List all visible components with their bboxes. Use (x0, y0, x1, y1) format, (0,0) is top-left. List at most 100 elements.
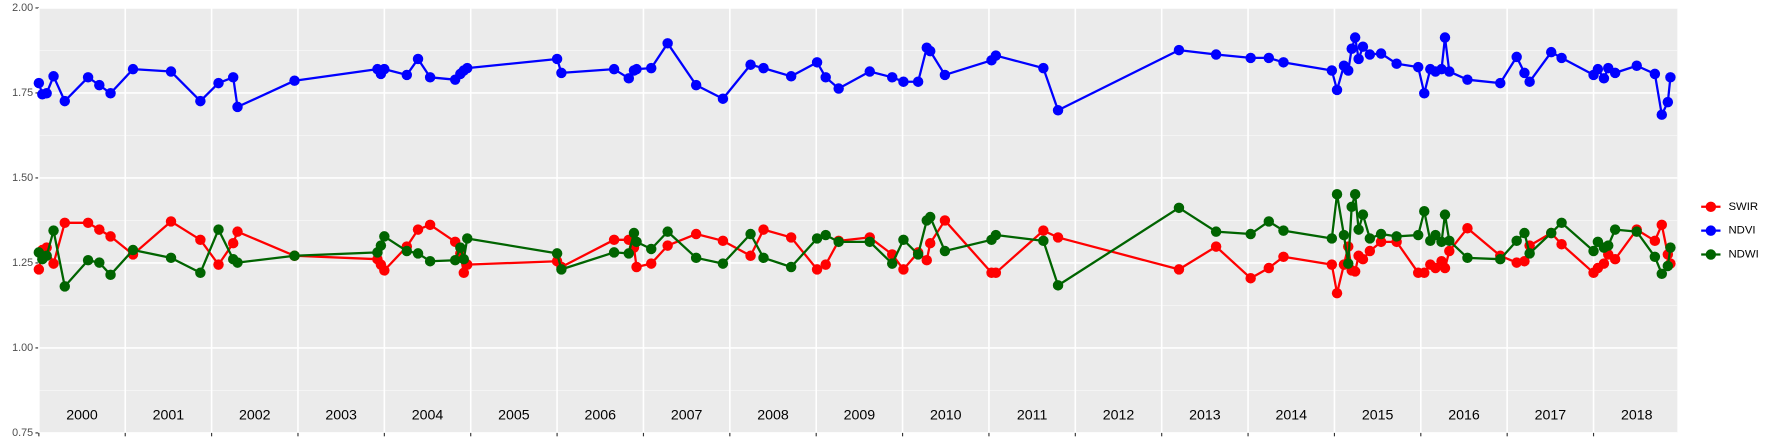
data-point (864, 66, 875, 77)
data-point (1545, 227, 1557, 239)
data-point (379, 265, 390, 276)
data-point (608, 247, 620, 258)
year-label: 2006 (584, 408, 616, 424)
data-point (1524, 248, 1535, 259)
data-point (1263, 52, 1275, 64)
data-point (623, 73, 635, 84)
data-point (1609, 224, 1621, 235)
data-point (462, 62, 473, 74)
legend-label: NDWI (1728, 249, 1758, 261)
y-tick-label: 2.00 (12, 2, 33, 14)
year-label: 2018 (1621, 408, 1653, 424)
data-point (1326, 65, 1338, 76)
data-point (1326, 259, 1338, 270)
data-point (758, 252, 769, 264)
data-point (1588, 245, 1599, 257)
data-point (1511, 51, 1522, 63)
data-point (990, 229, 1002, 241)
year-label: 2001 (153, 408, 185, 424)
legend-key-point (1705, 201, 1717, 213)
data-point (864, 236, 875, 248)
data-point (1495, 253, 1506, 265)
data-point (1245, 272, 1256, 284)
data-point (939, 245, 951, 257)
data-point (1038, 225, 1049, 236)
year-label: 2007 (671, 408, 703, 424)
data-point (1462, 223, 1473, 234)
data-point (165, 252, 177, 264)
data-point (195, 234, 206, 246)
data-point (717, 258, 729, 269)
data-point (785, 232, 797, 243)
data-point (1263, 216, 1275, 227)
data-point (1412, 229, 1424, 241)
data-point (1364, 233, 1376, 244)
data-point (1349, 189, 1361, 200)
data-point (1662, 96, 1674, 108)
data-point (833, 236, 844, 248)
data-point (662, 226, 673, 237)
data-point (820, 259, 831, 270)
data-point (1662, 260, 1674, 272)
data-point (1444, 245, 1455, 257)
data-point (1278, 57, 1289, 68)
data-point (608, 63, 620, 75)
data-point (990, 267, 1002, 279)
data-point (1545, 46, 1557, 58)
data-point (105, 88, 116, 99)
data-point (33, 77, 45, 89)
data-point (379, 231, 390, 242)
data-point (1349, 266, 1361, 277)
data-point (1598, 73, 1610, 84)
data-point (717, 235, 729, 247)
data-point (1412, 61, 1424, 73)
data-point (898, 264, 909, 275)
data-point (1210, 241, 1222, 252)
data-point (646, 258, 657, 269)
data-point (820, 72, 831, 83)
y-tick-label: 1.00 (12, 342, 33, 354)
data-point (690, 252, 702, 264)
data-point (990, 50, 1002, 61)
year-label: 2012 (1103, 408, 1135, 424)
data-point (1609, 67, 1621, 79)
data-point (1052, 105, 1064, 116)
data-point (646, 62, 657, 74)
data-point (1375, 48, 1387, 59)
data-point (785, 261, 797, 273)
data-point (1656, 109, 1668, 120)
data-point (1173, 202, 1185, 214)
data-point (1462, 74, 1473, 85)
data-point (227, 237, 239, 249)
data-point (1592, 63, 1604, 75)
data-point (1519, 256, 1530, 267)
data-point (232, 257, 243, 268)
data-point (1364, 49, 1376, 60)
data-point (556, 264, 567, 275)
data-point (1326, 233, 1338, 244)
data-point (1665, 242, 1676, 253)
data-point (924, 237, 936, 249)
data-point (1210, 226, 1222, 237)
data-point (1656, 219, 1668, 231)
data-point (898, 76, 909, 87)
data-point (1649, 251, 1661, 263)
data-point (94, 79, 105, 91)
year-label: 2010 (930, 408, 962, 424)
data-point (105, 269, 116, 281)
data-point (1439, 209, 1451, 220)
data-point (1556, 217, 1567, 229)
data-point (1331, 189, 1343, 200)
data-point (1343, 258, 1354, 269)
year-label: 2005 (498, 408, 530, 424)
data-point (195, 95, 206, 107)
legend-label: SWIR (1728, 201, 1758, 213)
data-point (33, 264, 45, 275)
year-label: 2009 (844, 408, 876, 424)
year-label: 2002 (239, 408, 271, 424)
data-point (608, 234, 620, 246)
year-label: 2017 (1535, 408, 1567, 424)
data-point (1364, 245, 1376, 257)
